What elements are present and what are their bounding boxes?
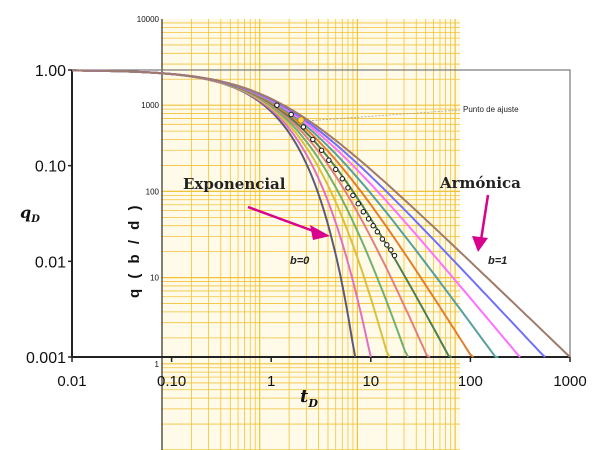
data-point bbox=[388, 247, 394, 253]
x-tick-label: 1 bbox=[267, 373, 275, 390]
b1-label: b=1 bbox=[488, 255, 507, 267]
data-point bbox=[333, 166, 339, 173]
overlay-tick-label: 1 bbox=[155, 360, 160, 369]
data-point bbox=[288, 111, 294, 118]
y-tick-label: 0.001 bbox=[26, 350, 66, 367]
data-point bbox=[318, 147, 325, 153]
match-point-label: Punto de ajuste bbox=[463, 105, 519, 114]
data-point bbox=[300, 124, 307, 130]
data-point bbox=[379, 236, 386, 242]
overlay-axis-ticks: 10000 1000 100 10 1 bbox=[137, 15, 160, 369]
data-points bbox=[274, 102, 398, 259]
overlay-tick-label: 100 bbox=[146, 187, 160, 196]
x-axis-label: tD bbox=[300, 386, 318, 410]
x-tick-label: 0.10 bbox=[157, 373, 186, 390]
data-point bbox=[350, 192, 356, 199]
data-point bbox=[391, 252, 398, 259]
match-point-marker bbox=[297, 116, 305, 124]
plot-frame bbox=[71, 69, 571, 358]
harmonic-label: Armónica bbox=[439, 174, 521, 192]
y-tick-label: 1.00 bbox=[35, 63, 66, 80]
x-tick-label: 100 bbox=[458, 373, 483, 390]
data-point bbox=[345, 185, 351, 191]
overlay-tick-label: 10000 bbox=[137, 15, 160, 24]
data-point bbox=[339, 176, 345, 182]
data-point bbox=[355, 200, 361, 207]
match-point-leader bbox=[304, 109, 461, 122]
type-curves bbox=[72, 69, 571, 358]
harmonic-arrow bbox=[472, 194, 490, 252]
x-tick-label: 1000 bbox=[553, 373, 586, 390]
overlay-grid bbox=[161, 19, 460, 450]
y-axis-label: qD bbox=[20, 203, 40, 225]
data-point bbox=[370, 223, 376, 229]
x-tick-label: 10 bbox=[362, 373, 379, 390]
overlay-tick-label: 1000 bbox=[141, 101, 159, 110]
data-point bbox=[310, 136, 316, 143]
exponential-arrow bbox=[247, 205, 330, 240]
data-point bbox=[365, 216, 372, 222]
decline-curve-b-1 bbox=[72, 69, 571, 358]
data-point bbox=[384, 242, 390, 248]
overlay-tick-label: 10 bbox=[150, 274, 159, 283]
b0-label: b=0 bbox=[290, 255, 310, 267]
data-point bbox=[274, 102, 280, 108]
y-tick-label: 0.10 bbox=[35, 159, 66, 176]
data-point bbox=[360, 209, 367, 215]
y-tick-label: 0.01 bbox=[35, 254, 66, 271]
overlay-paper bbox=[162, 19, 460, 450]
data-point bbox=[374, 229, 381, 235]
x-tick-label: 0.01 bbox=[57, 373, 86, 390]
overlay-axis-label: q ( b / d ) bbox=[126, 203, 143, 298]
data-point bbox=[326, 157, 332, 163]
exponential-label: Exponencial bbox=[183, 175, 286, 193]
main-axis-ticks: 0.01 0.10 1 10 100 1000 1.00 0.10 0.01 0.001 bbox=[26, 63, 587, 390]
